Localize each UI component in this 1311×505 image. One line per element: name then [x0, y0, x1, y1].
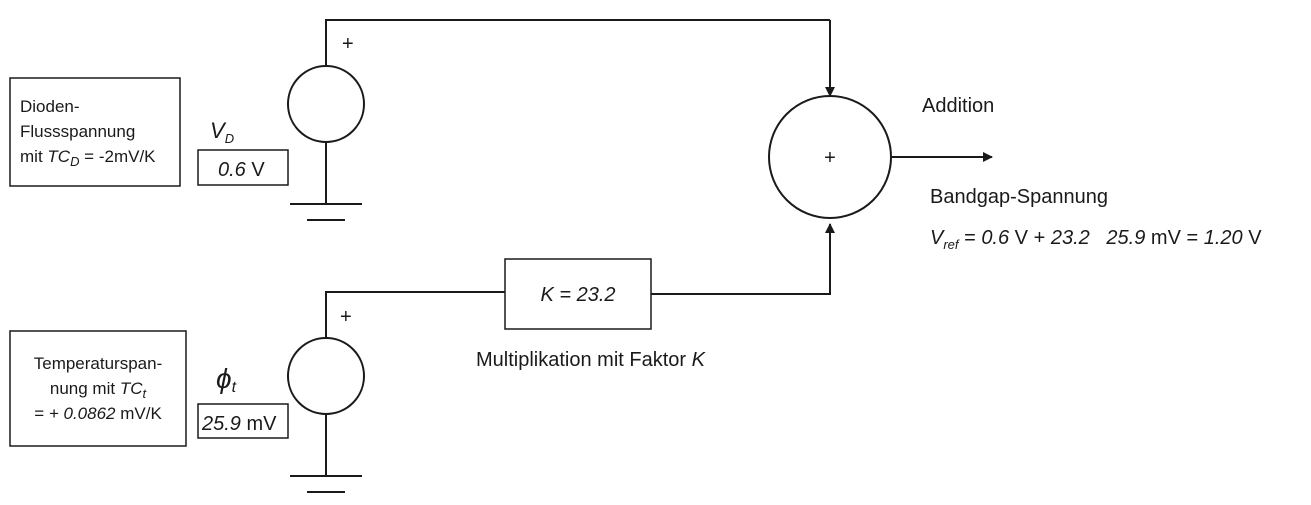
thermal-value-box: [197, 403, 289, 439]
diode-description-box: Dioden- Flussspannung mit TCD = -2mV/K: [9, 77, 181, 187]
thermal-source-plus: +: [340, 306, 352, 328]
diode-value-box: [197, 149, 289, 186]
multiplier-label: K = 23.2: [540, 284, 615, 306]
thermal-voltage-source: + ϕt 25.9 mV: [197, 291, 505, 493]
output-equation: Vref = 0.6 V + 23.2 25.9 mV = 1.20 V: [930, 227, 1262, 252]
temperature-description-box: Temperaturspan- nung mit TCt = + 0.0862 …: [9, 330, 187, 447]
wire-to-multiplier: [325, 291, 505, 338]
diode-source-plus: +: [342, 33, 354, 55]
adder-plus: +: [824, 147, 836, 169]
adder-block: + Addition: [768, 95, 994, 219]
thermal-voltage-symbol: ϕt: [216, 363, 237, 396]
diode-voltage-source: + VD 0.6 V: [197, 19, 835, 221]
multiplier-block: K = 23.2 Multiplikation mit Faktor K: [476, 223, 835, 371]
temp-box-line1: Temperaturspan-: [34, 354, 163, 373]
diode-source-circle: [287, 65, 365, 143]
output-caption: Bandgap-Spannung: [930, 186, 1108, 208]
diode-value-label: 0.6 V: [218, 159, 265, 181]
wire-multiplier-to-adder: [651, 232, 831, 295]
temp-box-line3: = + 0.0862 mV/K: [34, 404, 162, 423]
thermal-source-circle: [287, 337, 365, 415]
output-section: Bandgap-Spannung Vref = 0.6 V + 23.2 25.…: [930, 186, 1262, 252]
thermal-value-label: 25.9 mV: [201, 413, 277, 435]
diode-voltage-symbol: VD: [210, 118, 234, 146]
multiplier-caption: Multiplikation mit Faktor K: [476, 349, 707, 371]
diode-box-line1: Dioden-: [20, 97, 80, 116]
temp-box-line2: nung mit TCt: [50, 379, 148, 401]
diode-box-line2: Flussspannung: [20, 122, 135, 141]
diode-box-line3: mit TCD = -2mV/K: [20, 147, 156, 169]
adder-caption: Addition: [922, 95, 994, 117]
wire-top: [325, 19, 830, 65]
